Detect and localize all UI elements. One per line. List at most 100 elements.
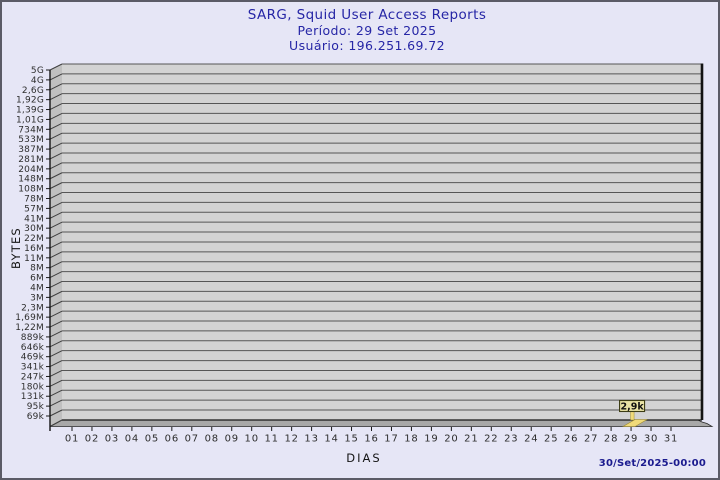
y-tick-label: 22M [24,234,44,244]
wall-slant-line [49,63,63,71]
x-tick-label: 23 [504,434,518,445]
y-tick-label: 6M [30,274,44,284]
x-tick-label: 11 [265,434,279,445]
wall-slant-line [49,112,63,120]
y-tick-label: 1,01G [16,115,44,125]
y-tick-label: 108M [18,185,44,195]
wall-slant-line [49,340,63,348]
x-tick-label: 07 [185,434,199,445]
y-tick-label: 30M [24,224,44,234]
x-tick-label: 25 [544,434,558,445]
wall-slant-line [49,241,63,249]
y-tick-label: 5G [31,66,44,76]
x-tick-label: 16 [364,434,378,445]
chart-title: SARG, Squid User Access Reports [247,7,487,23]
chart-period: Período: 29 Set 2025 [297,23,437,38]
x-tick-label: 06 [165,434,179,445]
y-tick-label: 41M [24,214,44,224]
y-tick-label: 3M [30,293,44,303]
x-tick-label: 15 [344,434,358,445]
x-tick-label: 02 [85,434,99,445]
y-tick-label: 341k [21,363,45,373]
y-tick-label: 57M [24,204,44,214]
x-tick-label: 08 [205,434,219,445]
wall-slant-line [49,379,63,387]
wall-slant-line [49,350,63,358]
x-tick-label: 03 [105,434,119,445]
wall-slant-line [49,251,63,259]
x-tick-label: 01 [65,434,79,445]
y-tick-label: 180k [21,382,45,392]
x-tick-label: 05 [145,434,159,445]
y-tick-label: 78M [24,195,44,205]
wall-slant-line [49,409,63,417]
wall-slant-line [49,83,63,91]
bar-value-box [619,399,646,413]
wall-slant-line [49,103,63,110]
y-tick-label: 4M [30,283,44,293]
x-tick-label: 13 [304,434,318,445]
x-tick-label: 29 [624,434,638,445]
y-tick-label: 95k [27,402,45,412]
x-tick-label: 10 [245,434,259,445]
x-tick-label: 20 [444,434,458,445]
x-tick-label: 28 [604,434,618,445]
wall-slant-line [49,192,63,199]
y-axis-title: BYTES [9,227,23,269]
y-tick-label: 1,92G [16,96,44,106]
plot-floor [49,419,714,427]
wall-slant-line [49,162,63,170]
wall-slant-line [49,152,63,160]
wall-slant-line [49,182,63,190]
wall-slant-line [49,211,63,219]
wall-slant-line [49,221,63,229]
x-tick-label: 30 [644,434,658,445]
y-tick-label: 69k [27,412,45,422]
wall-slant-line [49,132,63,140]
wall-slant-line [49,399,63,407]
wall-slant-line [49,281,63,288]
wall-slant-line [49,172,63,180]
bar-value-label: 2,9k [620,402,644,413]
wall-slant-line [49,389,63,397]
y-tick-label: 1,69M [15,313,44,323]
wall-slant-line [49,330,63,338]
x-tick-label: 18 [404,434,418,445]
y-tick-label: 646k [21,343,45,353]
wall-slant-line [49,300,63,308]
y-tick-label: 533M [18,135,44,145]
x-tick-label: 21 [464,434,478,445]
x-tick-label: 27 [584,434,598,445]
wall-slant-line [49,310,63,318]
wall-slant-line [49,142,63,150]
x-tick-label: 19 [424,434,438,445]
wall-slant-line [49,201,63,209]
y-tick-label: 11M [24,254,44,264]
wall-slant-line [49,231,63,239]
y-tick-label: 131k [21,392,45,402]
y-tick-label: 387M [18,145,44,155]
bar [621,419,649,427]
wall-slant-line [49,271,63,279]
x-axis-title: DIAS [346,451,382,465]
wall-slant-line [49,93,63,101]
chart-user: Usuário: 196.251.69.72 [289,38,445,53]
y-tick-label: 8M [30,264,44,274]
y-tick-label: 16M [24,244,44,254]
y-tick-label: 247k [21,372,45,382]
y-tick-label: 889k [21,333,45,343]
wall-slant-line [49,261,63,269]
chart-title-block: SARG, Squid User Access Reports Período:… [2,7,718,54]
y-tick-label: 1,22M [15,323,44,333]
bar-stem [630,411,635,421]
wall-slant-line [49,122,63,130]
wall-slant-line [49,370,63,377]
y-tick-label: 469k [21,353,45,363]
x-tick-label: 09 [225,434,239,445]
wall-slant-line [49,360,63,368]
x-tick-label: 24 [524,434,538,445]
wall-slant-line [49,419,63,427]
y-tick-label: 734M [18,125,44,135]
wall-slant-line [49,320,63,328]
